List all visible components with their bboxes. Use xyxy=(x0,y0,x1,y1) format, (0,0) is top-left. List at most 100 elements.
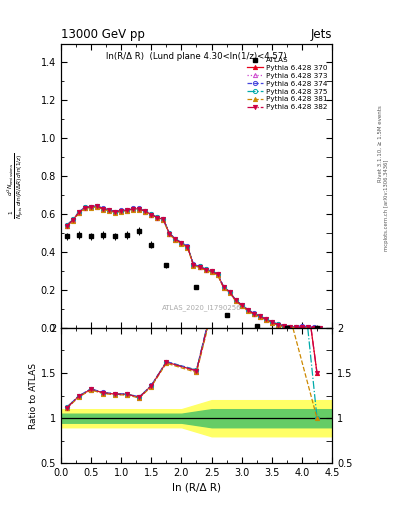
Pythia 6.428 373 xyxy=(270,319,274,326)
Text: Jets: Jets xyxy=(310,28,332,41)
Pythia 6.428 374 xyxy=(288,324,292,330)
Pythia 6.428 375 xyxy=(275,321,280,327)
Pythia 6.428 370 xyxy=(252,311,256,317)
Pythia 6.428 374 xyxy=(312,324,316,330)
Pythia 6.428 374 xyxy=(131,205,136,211)
Pythia 6.428 370 xyxy=(221,284,226,290)
Pythia 6.428 370 xyxy=(227,289,232,295)
Pythia 6.428 375 xyxy=(215,271,220,277)
Pythia 6.428 382 xyxy=(179,240,184,246)
Pythia 6.428 381 xyxy=(185,244,190,250)
Pythia 6.428 373 xyxy=(233,298,238,304)
Pythia 6.428 382 xyxy=(312,325,316,331)
Pythia 6.428 373 xyxy=(83,205,87,211)
Pythia 6.428 382 xyxy=(245,307,250,313)
Pythia 6.428 370 xyxy=(288,324,292,330)
Pythia 6.428 381 xyxy=(209,269,214,275)
Legend: ATLAS, Pythia 6.428 370, Pythia 6.428 373, Pythia 6.428 374, Pythia 6.428 375, P: ATLAS, Pythia 6.428 370, Pythia 6.428 37… xyxy=(245,56,329,112)
Pythia 6.428 373 xyxy=(227,289,232,295)
Pythia 6.428 370 xyxy=(179,240,184,246)
Pythia 6.428 373 xyxy=(95,203,99,209)
Pythia 6.428 370 xyxy=(143,208,148,215)
Pythia 6.428 370 xyxy=(113,209,118,215)
Pythia 6.428 382 xyxy=(318,325,322,331)
Pythia 6.428 375 xyxy=(77,209,81,215)
Pythia 6.428 373 xyxy=(185,244,190,250)
Pythia 6.428 382 xyxy=(173,236,178,242)
Pythia 6.428 373 xyxy=(155,215,160,221)
Pythia 6.428 374 xyxy=(270,319,274,325)
Line: Pythia 6.428 381: Pythia 6.428 381 xyxy=(65,205,322,330)
Pythia 6.428 381 xyxy=(89,205,94,211)
Pythia 6.428 374 xyxy=(64,222,69,228)
Pythia 6.428 382 xyxy=(161,217,166,223)
Pythia 6.428 374 xyxy=(89,203,94,209)
Text: ATLAS_2020_I1790256: ATLAS_2020_I1790256 xyxy=(162,304,242,311)
Pythia 6.428 373 xyxy=(125,208,130,214)
Pythia 6.428 373 xyxy=(143,208,148,215)
Pythia 6.428 374 xyxy=(215,271,220,277)
Pythia 6.428 382 xyxy=(137,206,141,212)
Pythia 6.428 374 xyxy=(113,208,118,215)
Pythia 6.428 374 xyxy=(137,205,141,211)
Pythia 6.428 382 xyxy=(209,268,214,274)
Pythia 6.428 375 xyxy=(137,206,141,212)
Pythia 6.428 375 xyxy=(125,207,130,214)
Pythia 6.428 370 xyxy=(203,266,208,272)
Pythia 6.428 381 xyxy=(71,218,75,224)
Pythia 6.428 375 xyxy=(89,204,94,210)
Pythia 6.428 370 xyxy=(281,323,286,329)
Pythia 6.428 373 xyxy=(318,325,322,331)
Pythia 6.428 370 xyxy=(270,319,274,325)
Pythia 6.428 374 xyxy=(83,204,87,210)
Pythia 6.428 370 xyxy=(173,236,178,242)
Pythia 6.428 381 xyxy=(107,208,112,214)
Pythia 6.428 382 xyxy=(257,313,262,319)
Pythia 6.428 382 xyxy=(185,244,190,250)
Pythia 6.428 382 xyxy=(215,271,220,278)
Pythia 6.428 381 xyxy=(233,298,238,304)
Pythia 6.428 370 xyxy=(149,211,154,218)
Pythia 6.428 374 xyxy=(245,307,250,313)
Pythia 6.428 374 xyxy=(143,208,148,214)
Pythia 6.428 374 xyxy=(161,216,166,222)
Pythia 6.428 375 xyxy=(252,310,256,316)
Pythia 6.428 374 xyxy=(155,214,160,220)
Text: ln(R/Δ R)  (Lund plane 4.30<ln(1/z)<4.57): ln(R/Δ R) (Lund plane 4.30<ln(1/z)<4.57) xyxy=(106,52,287,61)
Pythia 6.428 374 xyxy=(209,268,214,274)
Pythia 6.428 375 xyxy=(143,208,148,214)
Pythia 6.428 381 xyxy=(95,204,99,210)
Y-axis label: $\frac{1}{N_{\mathrm{jets}}}\frac{d^2 N_{\mathrm{emissions}}}{d\ln(R/\Delta R)\,: $\frac{1}{N_{\mathrm{jets}}}\frac{d^2 N_… xyxy=(5,153,26,219)
Pythia 6.428 374 xyxy=(71,217,75,223)
Pythia 6.428 370 xyxy=(131,206,136,212)
Pythia 6.428 374 xyxy=(167,230,172,236)
Pythia 6.428 375 xyxy=(113,208,118,215)
Pythia 6.428 375 xyxy=(318,325,322,331)
Pythia 6.428 373 xyxy=(294,324,298,330)
Pythia 6.428 374 xyxy=(191,261,196,267)
Pythia 6.428 381 xyxy=(306,325,310,331)
Pythia 6.428 381 xyxy=(64,223,69,229)
Pythia 6.428 382 xyxy=(227,289,232,295)
Pythia 6.428 373 xyxy=(239,303,244,309)
Pythia 6.428 370 xyxy=(71,217,75,223)
Pythia 6.428 375 xyxy=(71,217,75,223)
Pythia 6.428 375 xyxy=(167,230,172,237)
Pythia 6.428 382 xyxy=(294,324,298,330)
Pythia 6.428 382 xyxy=(252,311,256,317)
Pythia 6.428 374 xyxy=(227,288,232,294)
Pythia 6.428 381 xyxy=(281,324,286,330)
Pythia 6.428 375 xyxy=(263,316,268,322)
Pythia 6.428 382 xyxy=(101,206,105,212)
Pythia 6.428 375 xyxy=(101,206,105,212)
Pythia 6.428 381 xyxy=(270,320,274,326)
Pythia 6.428 382 xyxy=(89,204,94,210)
Pythia 6.428 373 xyxy=(173,237,178,243)
Pythia 6.428 374 xyxy=(281,323,286,329)
Pythia 6.428 370 xyxy=(294,324,298,330)
Pythia 6.428 381 xyxy=(77,210,81,216)
Line: Pythia 6.428 370: Pythia 6.428 370 xyxy=(65,204,322,330)
Pythia 6.428 370 xyxy=(101,206,105,212)
Pythia 6.428 374 xyxy=(107,206,112,212)
Pythia 6.428 370 xyxy=(137,206,141,212)
